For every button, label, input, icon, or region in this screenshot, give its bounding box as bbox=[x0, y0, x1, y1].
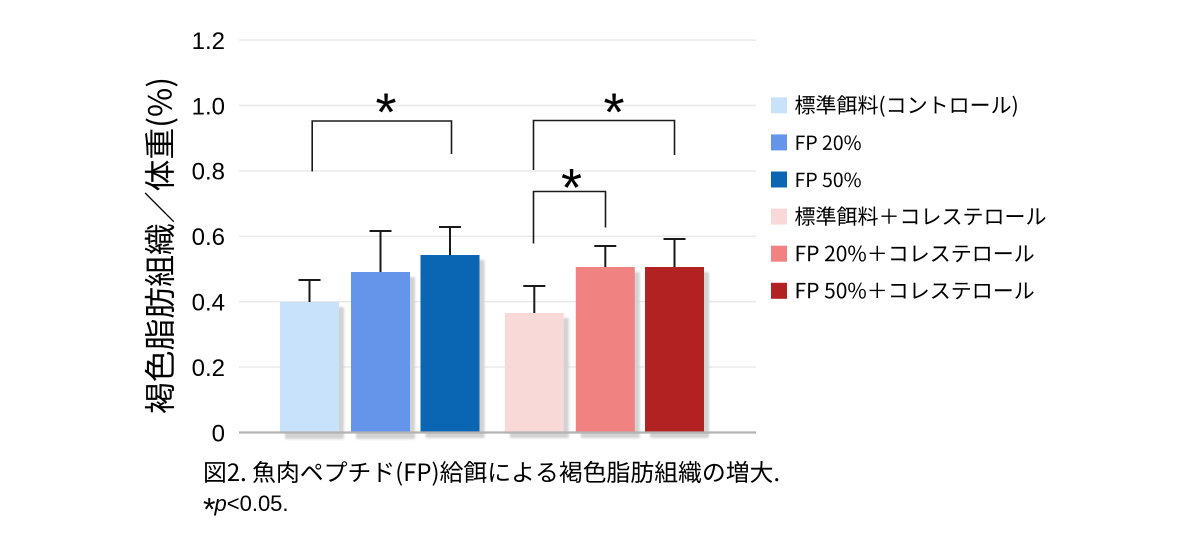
svg-text:0: 0 bbox=[212, 420, 225, 447]
svg-text:*: * bbox=[561, 158, 582, 218]
svg-text:0.4: 0.4 bbox=[192, 290, 225, 317]
svg-text:1.0: 1.0 bbox=[192, 93, 225, 120]
svg-text:p<0.05.: p<0.05. bbox=[214, 491, 289, 516]
svg-text:0.2: 0.2 bbox=[192, 355, 225, 382]
svg-text:0.8: 0.8 bbox=[192, 159, 225, 186]
svg-text:*: * bbox=[603, 82, 624, 142]
svg-text:*: * bbox=[203, 492, 215, 528]
svg-text:1.2: 1.2 bbox=[192, 28, 225, 55]
svg-text:*: * bbox=[375, 82, 396, 142]
svg-text:0.6: 0.6 bbox=[192, 224, 225, 251]
